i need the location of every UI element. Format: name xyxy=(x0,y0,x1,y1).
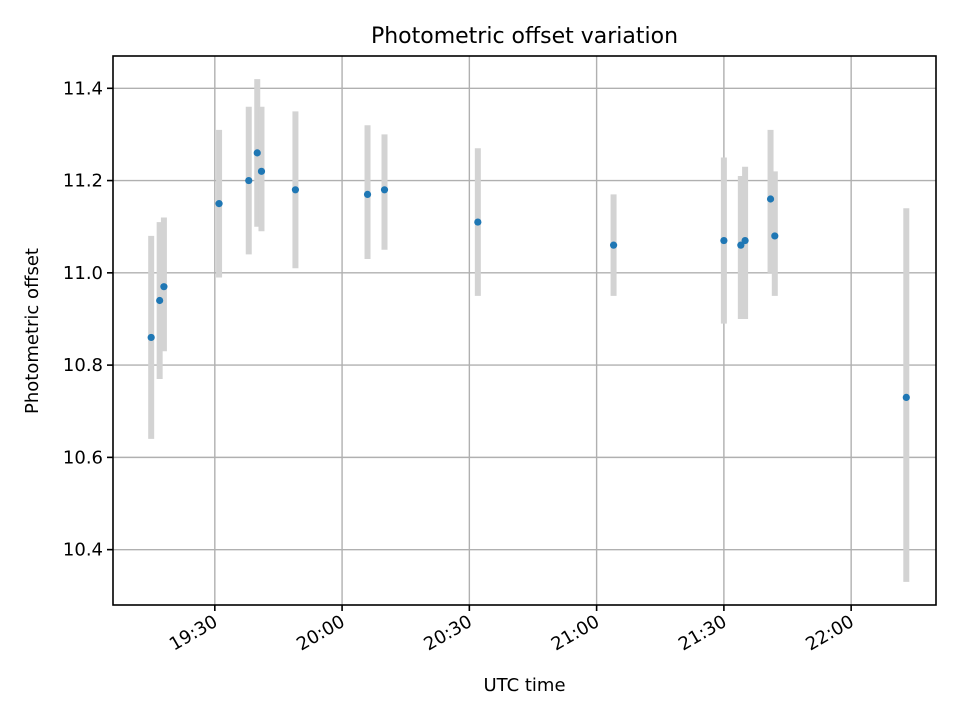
x-tick-label: 20:30 xyxy=(420,611,475,655)
data-point xyxy=(741,236,749,245)
plot-frame xyxy=(112,55,937,606)
y-axis-label: Photometric offset xyxy=(22,248,43,414)
x-tick-label: 19:30 xyxy=(166,611,221,655)
y-tick-label: 11.2 xyxy=(63,171,103,192)
y-tick-label: 10.8 xyxy=(63,355,103,376)
data-point xyxy=(147,333,155,342)
y-axis-ticks: 10.4 10.6 10.8 11.0 11.2 11.4 xyxy=(63,78,113,561)
data-point xyxy=(215,200,223,208)
data-point xyxy=(160,283,168,291)
data-point xyxy=(380,186,389,194)
error-bars xyxy=(148,79,910,582)
data-point xyxy=(771,232,779,240)
data-point xyxy=(253,149,261,157)
chart-title: Photometric offset variation xyxy=(371,24,678,49)
x-axis-ticks: 19:30 20:00 20:30 21:00 21:30 22:00 xyxy=(166,605,858,655)
data-point xyxy=(720,236,728,245)
data-points xyxy=(147,149,910,401)
data-point xyxy=(156,296,164,305)
grid-lines xyxy=(113,56,936,605)
data-point xyxy=(363,190,372,199)
y-tick-label: 11.0 xyxy=(63,263,103,284)
data-point xyxy=(609,241,618,249)
x-axis-label: UTC time xyxy=(483,675,565,696)
x-tick-label: 21:00 xyxy=(548,611,603,655)
x-tick-label: 22:00 xyxy=(802,611,857,655)
y-tick-label: 11.4 xyxy=(63,78,103,99)
data-point xyxy=(257,167,266,175)
data-point xyxy=(474,218,482,226)
y-tick-label: 10.4 xyxy=(63,540,103,561)
y-tick-label: 10.6 xyxy=(63,447,103,468)
x-tick-label: 20:00 xyxy=(293,611,348,655)
data-point xyxy=(245,176,253,185)
data-point xyxy=(291,186,300,194)
data-point xyxy=(902,393,910,401)
x-tick-label: 21:30 xyxy=(675,611,730,655)
data-point xyxy=(737,241,745,249)
data-point xyxy=(766,195,775,203)
